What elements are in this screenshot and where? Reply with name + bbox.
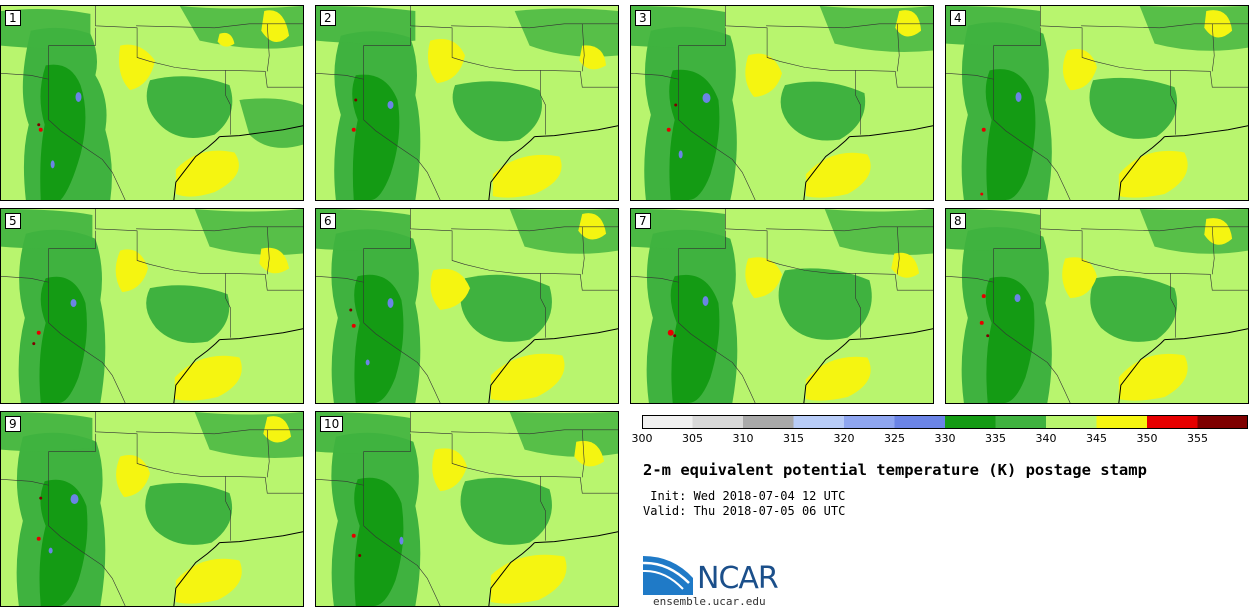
- member-number-label: 6: [320, 213, 336, 229]
- colorbar-outline: [642, 415, 1248, 429]
- ensemble-member-2-map: 2: [315, 5, 619, 201]
- colorbar-segment: [894, 415, 946, 429]
- ensemble-member-5-map: 5: [0, 208, 304, 404]
- colorbar-tick-label: 350: [1136, 432, 1158, 445]
- colorbar-tick-label: 300: [631, 432, 653, 445]
- colorbar-tick-label: 310: [732, 432, 754, 445]
- ensemble-member-6-map: 6: [315, 208, 619, 404]
- colorbar-tick-label: 305: [682, 432, 703, 445]
- map-field: [631, 209, 933, 403]
- ensemble-member-9-map: 9: [0, 411, 304, 607]
- colorbar-segment: [692, 415, 744, 429]
- ensemble-member-4-map: 4: [945, 5, 1249, 201]
- member-number-label: 7: [635, 213, 651, 229]
- map-field: [1, 209, 303, 403]
- colorbar-segment: [743, 415, 794, 429]
- ensemble-member-8-map: 8: [945, 208, 1249, 404]
- ncar-logo-icon: [643, 556, 693, 595]
- colorbar-tick-label: 335: [985, 432, 1006, 445]
- colorbar-tick-label: 320: [833, 432, 855, 445]
- colorbar-tick-label: 325: [884, 432, 905, 445]
- colorbar-tick-label: 330: [934, 432, 956, 445]
- valid-time: Valid: Thu 2018-07-05 06 UTC: [643, 504, 846, 518]
- map-field: [631, 6, 933, 200]
- ensemble-member-7-map: 7: [630, 208, 934, 404]
- map-field: [316, 209, 618, 403]
- colorbar-segment: [1197, 415, 1248, 429]
- colorbar-segment: [1096, 415, 1148, 429]
- colorbar-segment: [995, 415, 1047, 429]
- member-number-label: 2: [320, 10, 336, 26]
- map-field: [316, 6, 618, 200]
- ensemble-member-3-map: 3: [630, 5, 934, 201]
- map-field: [946, 6, 1248, 200]
- colorbar-segment: [945, 415, 996, 429]
- map-field: [1, 6, 303, 200]
- colorbar-tick-label: 315: [783, 432, 804, 445]
- ensemble-member-10-map: 10: [315, 411, 619, 607]
- plot-title: 2-m equivalent potential temperature (K)…: [643, 461, 1147, 479]
- colorbar-segment: [1046, 415, 1097, 429]
- member-number-label: 1: [5, 10, 21, 26]
- colorbar-ticks: 300 305 310 315 320 325 330 335 340 345 350 355: [632, 432, 1248, 448]
- colorbar-segment: [642, 415, 693, 429]
- colorbar-segment: [844, 415, 895, 429]
- member-number-label: 4: [950, 10, 966, 26]
- colorbar: [642, 415, 1248, 429]
- member-number-label: 5: [5, 213, 21, 229]
- colorbar-tick-label: 345: [1086, 432, 1107, 445]
- member-number-label: 3: [635, 10, 651, 26]
- colorbar-segment: [1147, 415, 1198, 429]
- colorbar-tick-label: 355: [1187, 432, 1208, 445]
- ensemble-member-1-map: 1: [0, 5, 304, 201]
- init-time: Init: Wed 2018-07-04 12 UTC: [643, 489, 846, 503]
- site-url: ensemble.ucar.edu: [653, 595, 766, 608]
- colorbar-segment: [793, 415, 845, 429]
- map-field: [946, 209, 1248, 403]
- member-number-label: 8: [950, 213, 966, 229]
- member-number-label: 10: [320, 416, 344, 432]
- colorbar-tick-label: 340: [1035, 432, 1057, 445]
- ncar-logo-text: NCAR: [697, 561, 779, 596]
- map-field: [316, 412, 618, 606]
- map-field: [1, 412, 303, 606]
- member-number-label: 9: [5, 416, 21, 432]
